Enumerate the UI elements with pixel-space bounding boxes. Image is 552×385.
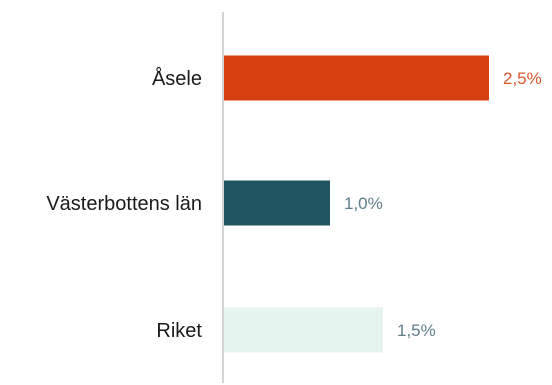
category-label-0: Åsele bbox=[152, 67, 202, 90]
category-label-1: Västerbottens län bbox=[46, 193, 202, 215]
value-label-2: 1,5% bbox=[397, 321, 436, 340]
category-label-2: Riket bbox=[156, 320, 202, 342]
bar-2 bbox=[224, 307, 383, 353]
bar-0 bbox=[224, 55, 489, 101]
value-label-1: 1,0% bbox=[344, 194, 383, 213]
value-label-0: 2,5% bbox=[503, 69, 542, 88]
bars-group: Åsele 2,5% Västerbottens län 1,0% Riket 1,5% bbox=[46, 55, 542, 353]
bar-1 bbox=[224, 180, 330, 226]
